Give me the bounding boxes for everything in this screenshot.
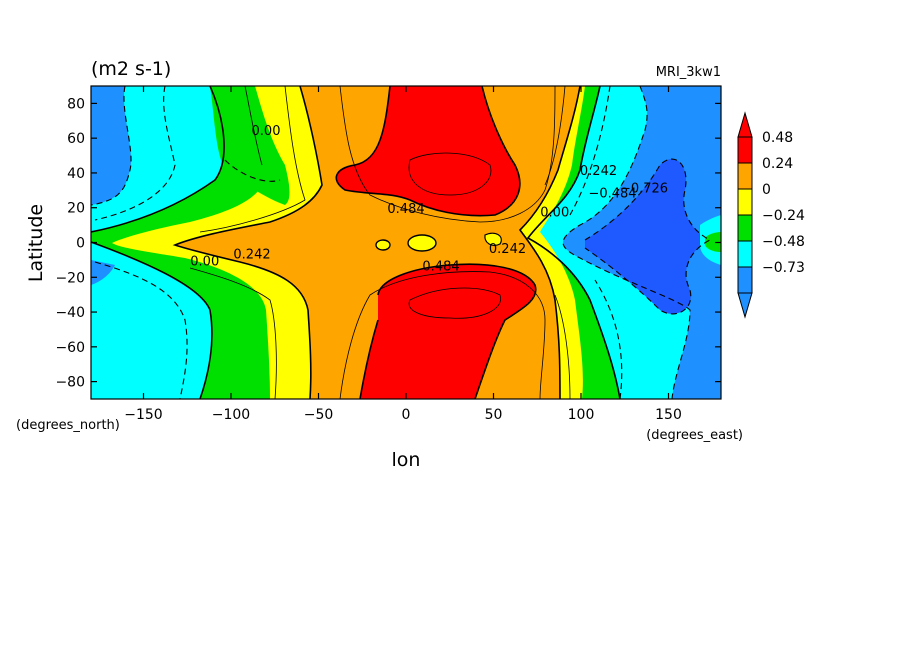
colorbar-swatch [737, 188, 753, 216]
contour-lines-thin [189, 86, 571, 399]
region-red-north [336, 86, 520, 216]
region-deep-blue-east [585, 159, 710, 314]
contour-label: 0.242 [580, 164, 617, 179]
colorbar-swatch [737, 240, 753, 268]
region-red-blob-2 [375, 239, 391, 251]
units-label: (m2 s-1) [91, 58, 171, 80]
colorbar-label: 0.48 [762, 130, 793, 146]
contour-label: 0.484 [387, 202, 424, 217]
x-tick-label: −50 [304, 407, 334, 423]
colorbar-swatch [737, 266, 753, 294]
x-tick-label: 150 [655, 407, 682, 423]
colorbar-swatch [737, 162, 753, 190]
colorbar-label: −0.73 [762, 260, 805, 276]
x-tick-label: −150 [124, 407, 162, 423]
region-red-south [360, 264, 536, 399]
y-tick-label: 60 [67, 131, 85, 147]
contour-label: 0.242 [233, 247, 270, 262]
region-green-north-leaf [210, 86, 290, 205]
contour-label: −0.726 [620, 181, 668, 196]
plot-area: 0.484 0.484 0.242 0.242 0.242 0.00 0.00 0.00 −0.… [91, 86, 721, 399]
y-axis: 80 60 40 20 0 −20 −40 −60 −80 [55, 96, 721, 391]
colorbar-label: 0 [762, 182, 771, 198]
region-red-blob-1 [407, 234, 437, 252]
x-axis-title: lon [392, 449, 421, 471]
colorbar-label: −0.48 [762, 234, 805, 250]
y-tick-label: 0 [76, 236, 85, 252]
region-green-east-edge [705, 232, 721, 252]
colorbar-legend: 0.48 0.24 0 −0.24 −0.48 −0.73 [737, 111, 805, 319]
y-unit-label: (degrees_north) [16, 418, 120, 433]
x-unit-label: (degrees_east) [646, 428, 743, 443]
x-tick-label: 100 [568, 407, 595, 423]
contour-label: 0.484 [422, 260, 459, 275]
y-tick-label: −60 [55, 340, 85, 356]
x-axis: −150 −100 −50 0 50 100 150 [124, 86, 682, 423]
x-tick-label: −100 [212, 407, 250, 423]
x-tick-label: 50 [485, 407, 503, 423]
contour-label: 0.242 [489, 242, 526, 257]
colorbar-swatch [737, 136, 753, 164]
y-tick-label: 80 [67, 96, 85, 112]
contour-label: 0.00 [540, 206, 569, 221]
y-tick-label: 40 [67, 166, 85, 182]
contour-label: −0.484 [588, 187, 636, 202]
y-tick-label: −40 [55, 305, 85, 321]
contour-lines-solid [91, 86, 621, 399]
y-tick-label: −80 [55, 375, 85, 391]
x-tick-label: 0 [402, 407, 411, 423]
colorbar-swatch [737, 214, 753, 242]
contour-lines-dashed [91, 86, 712, 399]
colorbar-label: 0.24 [762, 156, 793, 172]
region-blue-west [91, 86, 132, 205]
colorbar-arrow-top [737, 111, 753, 138]
y-axis-title: Latitude [25, 204, 47, 282]
region-yellow-pocket-east [484, 232, 502, 247]
model-label: MRI_3kw1 [656, 65, 721, 80]
y-tick-label: 20 [67, 201, 85, 217]
contour-label: 0.00 [190, 254, 219, 269]
y-tick-label: −20 [55, 270, 85, 286]
colorbar-arrow-bottom [737, 292, 753, 319]
colorbar-label: −0.24 [762, 208, 805, 224]
contour-label-layer: 0.484 0.484 0.242 0.242 0.242 0.00 0.00 0.00 −0.… [190, 124, 668, 275]
contour-label: 0.00 [252, 124, 281, 139]
